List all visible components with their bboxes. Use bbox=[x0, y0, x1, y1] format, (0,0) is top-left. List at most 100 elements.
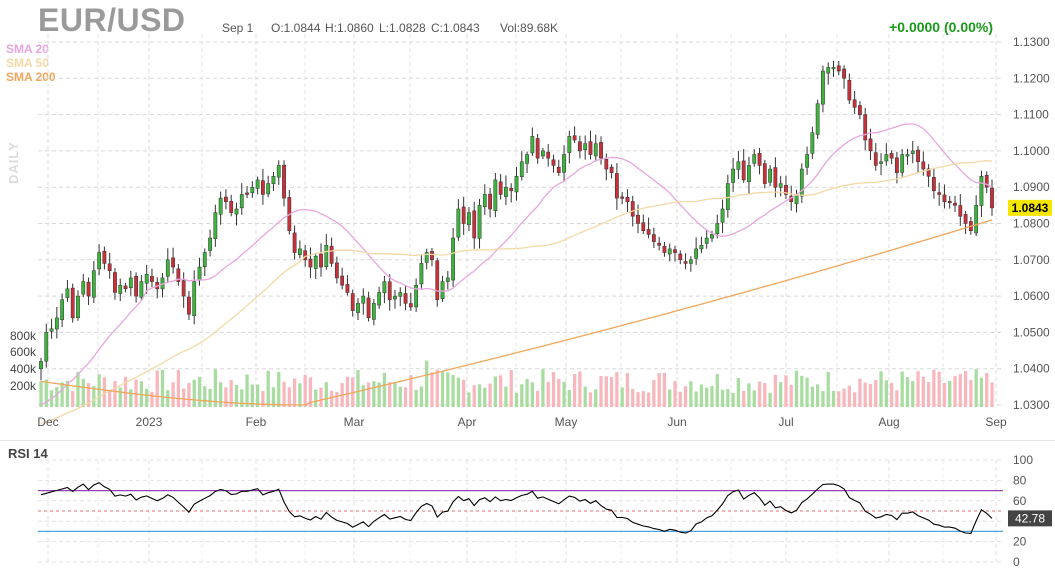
volume-bar bbox=[863, 382, 867, 407]
volume-bar bbox=[525, 378, 529, 407]
volume-bar bbox=[763, 383, 767, 407]
candle-body bbox=[250, 186, 255, 194]
candle-body bbox=[435, 260, 440, 300]
price-chart[interactable]: 1.1300 1.1200 1.1100 1.1000 1.0900 1.0800 1.07… bbox=[0, 0, 1055, 440]
volume-bar bbox=[150, 391, 154, 407]
candle-body bbox=[509, 188, 514, 192]
candle-body bbox=[139, 281, 144, 298]
volume-bar bbox=[218, 382, 223, 407]
candle-body bbox=[128, 277, 133, 289]
candle-body bbox=[953, 202, 957, 206]
volume-bar bbox=[356, 370, 360, 407]
volume-bar bbox=[694, 391, 698, 407]
volume-bar bbox=[166, 390, 170, 407]
candle-body bbox=[403, 293, 408, 304]
volume-bar bbox=[208, 388, 212, 407]
volume-tick-label: 800k bbox=[10, 329, 37, 343]
candle-body bbox=[234, 208, 239, 215]
volume-bar bbox=[773, 374, 778, 407]
volume-bar bbox=[514, 392, 519, 407]
candle-body bbox=[451, 237, 455, 281]
volume-bar bbox=[71, 391, 75, 407]
candle-body bbox=[208, 237, 212, 251]
x-tick-label: Jun bbox=[667, 415, 686, 429]
candle-body bbox=[504, 186, 508, 197]
candle-body bbox=[488, 193, 492, 210]
volume-bar bbox=[921, 376, 925, 407]
candle-body bbox=[224, 196, 228, 202]
candle-body bbox=[905, 154, 910, 157]
volume-bar bbox=[963, 371, 968, 407]
candle-body bbox=[546, 151, 551, 159]
volume-bar bbox=[203, 386, 207, 407]
candle-body bbox=[937, 192, 942, 195]
sma50-legend[interactable]: SMA 50 bbox=[6, 56, 49, 70]
candle-body bbox=[424, 252, 429, 263]
candle-body bbox=[123, 285, 128, 290]
candle-body bbox=[683, 261, 688, 264]
candle-body bbox=[65, 288, 70, 298]
candle-body bbox=[213, 212, 218, 239]
volume-bar bbox=[530, 382, 534, 407]
candle-body bbox=[810, 132, 815, 154]
last-price-label: 1.0843 bbox=[1012, 201, 1049, 215]
volume-bar bbox=[990, 382, 994, 407]
candle-body bbox=[197, 266, 202, 281]
volume-bar bbox=[705, 387, 709, 407]
candle-body bbox=[408, 303, 413, 308]
candle-body bbox=[990, 187, 994, 209]
candle-body bbox=[614, 173, 619, 199]
volume-bar bbox=[599, 376, 603, 407]
volume-bar bbox=[620, 387, 624, 407]
volume-bar bbox=[699, 384, 704, 407]
sma200-legend[interactable]: SMA 200 bbox=[6, 70, 56, 84]
sma200-line bbox=[40, 219, 993, 406]
volume-bar bbox=[292, 378, 297, 407]
x-tick-label: Sep bbox=[985, 415, 1007, 429]
candle-body bbox=[688, 259, 693, 264]
volume-bar bbox=[736, 378, 741, 407]
sma20-legend[interactable]: SMA 20 bbox=[6, 42, 49, 56]
volume-bar bbox=[826, 371, 830, 407]
x-tick-label: 2023 bbox=[136, 415, 163, 429]
candle-body bbox=[609, 166, 614, 173]
candle-body bbox=[667, 248, 672, 255]
volume-bar bbox=[366, 382, 371, 407]
volume-bar bbox=[277, 371, 281, 407]
candle-body bbox=[419, 263, 424, 285]
volume-bar bbox=[784, 375, 788, 407]
candle-body bbox=[863, 114, 868, 141]
date-label: Sep 1 bbox=[222, 21, 254, 35]
volume-bar bbox=[477, 384, 482, 407]
candle-body bbox=[694, 248, 699, 259]
candle-body bbox=[308, 258, 313, 268]
candle-body bbox=[461, 206, 466, 224]
x-tick-label: May bbox=[555, 415, 578, 429]
candle-body bbox=[826, 67, 831, 74]
volume-bar bbox=[747, 383, 751, 407]
candle-body bbox=[678, 253, 683, 261]
candle-body bbox=[636, 214, 640, 224]
candle-body bbox=[202, 252, 207, 267]
volume-bar bbox=[467, 392, 471, 407]
volume-bar bbox=[974, 369, 978, 407]
candle-body bbox=[319, 253, 323, 268]
volume-bar bbox=[689, 381, 693, 407]
candle-body bbox=[931, 176, 936, 192]
volume-bar bbox=[604, 376, 608, 407]
candle-body bbox=[245, 192, 249, 195]
candle-body bbox=[118, 284, 123, 294]
candle-body bbox=[974, 205, 979, 234]
volume-bar bbox=[245, 374, 249, 407]
sma50-line bbox=[40, 160, 993, 424]
candle-body bbox=[350, 293, 355, 311]
candle-body bbox=[868, 138, 873, 152]
candle-body bbox=[535, 138, 540, 159]
volume-bar bbox=[678, 391, 682, 407]
volume-bar bbox=[816, 384, 820, 407]
candle-body bbox=[831, 67, 836, 70]
y-tick-label: 1.1300 bbox=[1013, 35, 1050, 49]
candle-body bbox=[218, 197, 223, 215]
volume-bar bbox=[562, 381, 566, 407]
volume-bar bbox=[430, 372, 434, 407]
